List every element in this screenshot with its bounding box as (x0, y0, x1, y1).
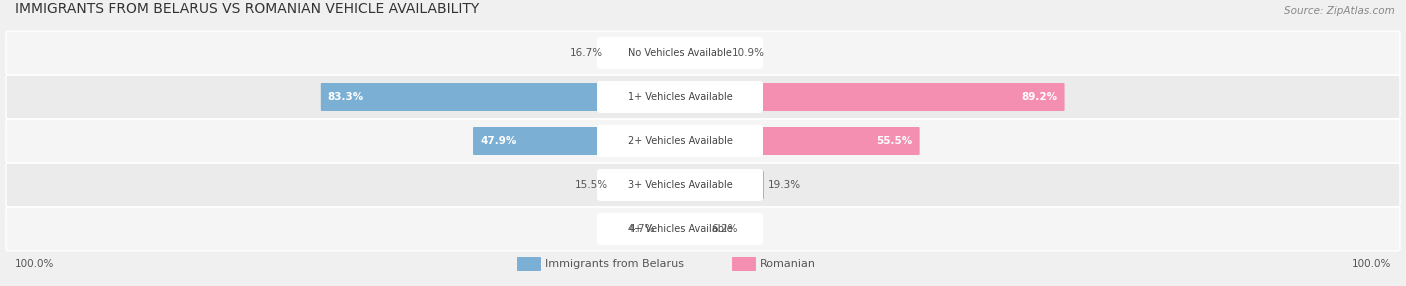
FancyBboxPatch shape (679, 127, 920, 155)
Text: 16.7%: 16.7% (569, 48, 603, 58)
Text: 83.3%: 83.3% (328, 92, 364, 102)
FancyBboxPatch shape (613, 171, 681, 199)
FancyBboxPatch shape (659, 215, 681, 243)
FancyBboxPatch shape (733, 257, 756, 271)
FancyBboxPatch shape (472, 127, 681, 155)
FancyBboxPatch shape (679, 39, 728, 67)
Text: Immigrants from Belarus: Immigrants from Belarus (546, 259, 683, 269)
FancyBboxPatch shape (598, 125, 763, 157)
FancyBboxPatch shape (6, 75, 1400, 119)
FancyBboxPatch shape (598, 213, 763, 245)
Text: 4.7%: 4.7% (628, 224, 655, 234)
FancyBboxPatch shape (6, 119, 1400, 163)
Text: 10.9%: 10.9% (733, 48, 765, 58)
Text: 1+ Vehicles Available: 1+ Vehicles Available (627, 92, 733, 102)
Text: 19.3%: 19.3% (768, 180, 801, 190)
FancyBboxPatch shape (607, 39, 681, 67)
Text: No Vehicles Available: No Vehicles Available (628, 48, 733, 58)
Text: 89.2%: 89.2% (1021, 92, 1057, 102)
Text: 100.0%: 100.0% (15, 259, 55, 269)
Text: 55.5%: 55.5% (876, 136, 912, 146)
FancyBboxPatch shape (598, 169, 763, 201)
FancyBboxPatch shape (679, 83, 1064, 111)
FancyBboxPatch shape (321, 83, 681, 111)
FancyBboxPatch shape (6, 31, 1400, 75)
FancyBboxPatch shape (679, 171, 763, 199)
FancyBboxPatch shape (6, 207, 1400, 251)
Text: Source: ZipAtlas.com: Source: ZipAtlas.com (1284, 6, 1395, 16)
Text: Romanian: Romanian (761, 259, 815, 269)
Text: 6.2%: 6.2% (711, 224, 738, 234)
Text: 2+ Vehicles Available: 2+ Vehicles Available (627, 136, 733, 146)
FancyBboxPatch shape (6, 163, 1400, 207)
FancyBboxPatch shape (598, 37, 763, 69)
Text: 15.5%: 15.5% (575, 180, 609, 190)
FancyBboxPatch shape (598, 81, 763, 113)
Text: IMMIGRANTS FROM BELARUS VS ROMANIAN VEHICLE AVAILABILITY: IMMIGRANTS FROM BELARUS VS ROMANIAN VEHI… (15, 2, 479, 16)
Text: 4+ Vehicles Available: 4+ Vehicles Available (627, 224, 733, 234)
Text: 100.0%: 100.0% (1351, 259, 1391, 269)
Text: 47.9%: 47.9% (479, 136, 516, 146)
FancyBboxPatch shape (517, 257, 541, 271)
FancyBboxPatch shape (679, 215, 707, 243)
Text: 3+ Vehicles Available: 3+ Vehicles Available (627, 180, 733, 190)
